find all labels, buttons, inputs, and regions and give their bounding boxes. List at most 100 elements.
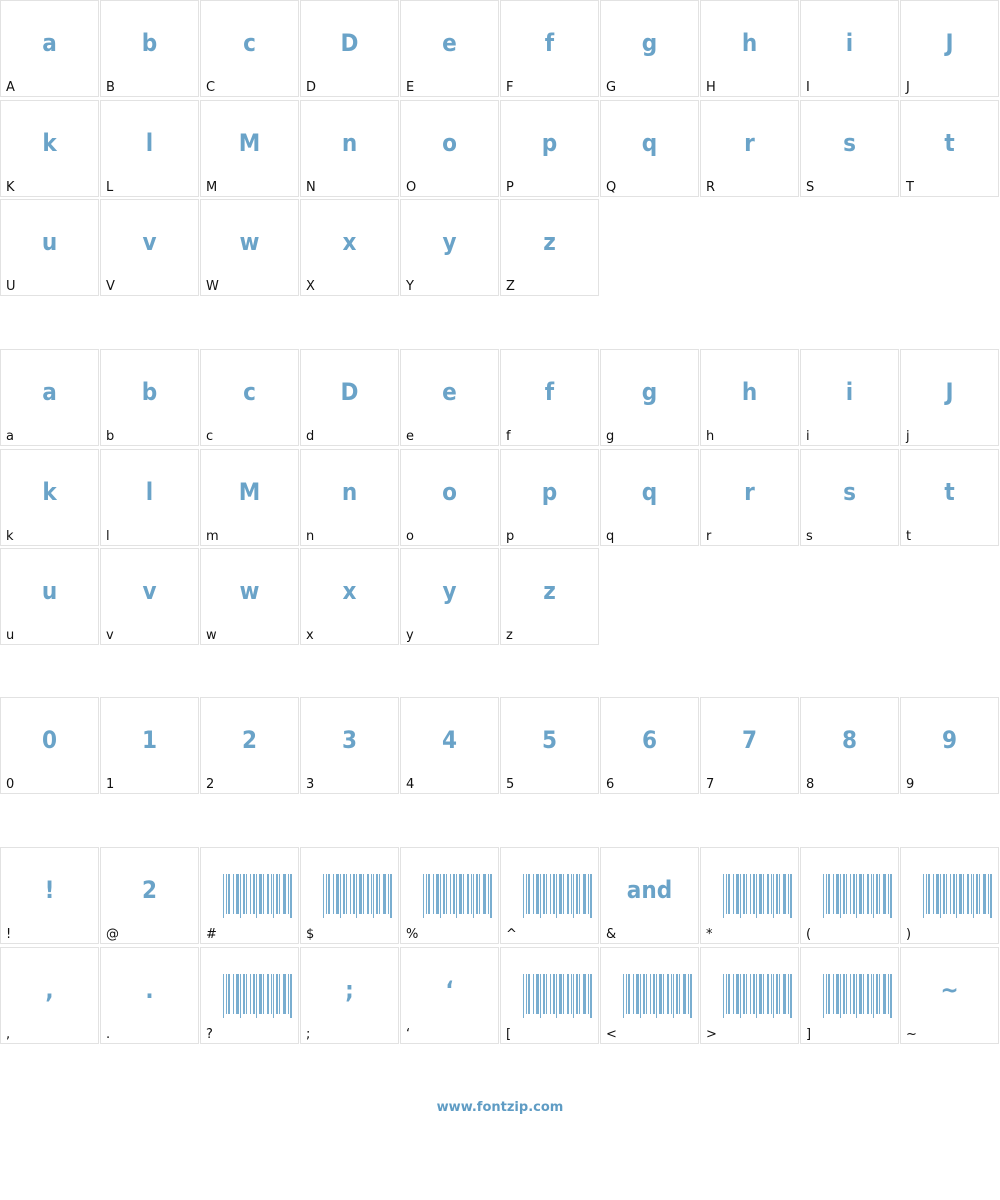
glyph-label: r (706, 528, 712, 544)
glyph-label: h (706, 429, 715, 444)
glyph: 7 (741, 726, 758, 754)
glyph-cell: > (700, 946, 799, 1044)
glyph-label: ~ (906, 1026, 917, 1042)
glyph: 0 (41, 726, 58, 754)
glyph: 2 (241, 726, 258, 754)
glyph-label: w (206, 628, 217, 643)
glyph-label: Z (506, 279, 515, 294)
glyph: b (141, 29, 158, 57)
glyph-cell: [ (500, 946, 599, 1044)
glyph-label: 3 (306, 777, 315, 792)
glyph-cell: ,, (0, 946, 99, 1044)
glyph-label: @ (106, 927, 119, 942)
glyph-label: v (106, 628, 114, 643)
glyph: v (142, 577, 157, 605)
glyph-cell: ? (200, 946, 299, 1044)
barcode (523, 973, 592, 1018)
glyph: e (442, 378, 457, 406)
barcode (523, 874, 592, 918)
barcode (223, 874, 292, 918)
glyph-label: i (806, 429, 810, 444)
glyph-cell: # (200, 847, 299, 944)
glyph-label: * (706, 927, 713, 942)
glyph: 3 (341, 726, 358, 754)
glyph: x (342, 228, 357, 256)
glyph-label: 7 (706, 777, 715, 792)
glyph-label: F (506, 80, 514, 95)
glyph-cell: < (600, 946, 699, 1044)
glyph-label: [ (506, 1026, 512, 1042)
glyph-label: L (106, 179, 114, 195)
barcode (723, 973, 792, 1018)
glyph: p (541, 477, 558, 506)
glyph: 6 (641, 726, 658, 754)
glyph: 8 (841, 726, 858, 754)
glyph-label: ] (806, 1026, 812, 1042)
glyph: and (626, 876, 673, 904)
glyph-label: ? (206, 1026, 213, 1042)
glyph-cell: ;; (300, 946, 399, 1044)
glyph-cell: 2 @ (100, 847, 199, 944)
glyph: ! (44, 876, 55, 904)
barcode (723, 874, 792, 918)
glyph: z (543, 228, 556, 256)
glyph-label: M (206, 179, 218, 195)
barcode (223, 973, 292, 1018)
glyph: o (442, 128, 457, 157)
glyph-label: O (406, 179, 417, 195)
glyph: w (239, 228, 260, 256)
glyph-label: e (406, 429, 414, 444)
glyph-label: S (806, 179, 815, 195)
glyph-label: R (706, 179, 716, 195)
glyph-label: Q (606, 179, 617, 195)
glyph-label: t (906, 528, 912, 544)
glyph-label: N (306, 179, 316, 195)
glyph: f (544, 29, 555, 57)
glyph-cell: ( (800, 847, 899, 944)
glyph-label: k (6, 528, 14, 544)
glyph: s (843, 477, 856, 506)
glyph-label: T (906, 179, 914, 195)
glyph: i (845, 29, 854, 57)
glyph: z (543, 577, 556, 605)
glyph-label: # (206, 927, 217, 942)
glyph: p (541, 128, 558, 157)
glyph-label: ) (906, 927, 912, 942)
glyph: e (442, 29, 457, 57)
glyph-label: 8 (806, 777, 815, 792)
glyph: c (243, 378, 256, 406)
glyph-cell: ^ (500, 847, 599, 944)
glyph-label: a (6, 429, 14, 444)
glyph-label: G (606, 80, 617, 95)
glyph: t (944, 477, 955, 506)
glyph-label: c (206, 429, 214, 444)
glyph: J (945, 29, 954, 57)
glyph-label: , (6, 1026, 11, 1042)
glyph-label: ‘ (406, 1026, 411, 1042)
glyph-label: E (406, 80, 415, 95)
glyph-cell: ~ ~ (900, 946, 999, 1044)
